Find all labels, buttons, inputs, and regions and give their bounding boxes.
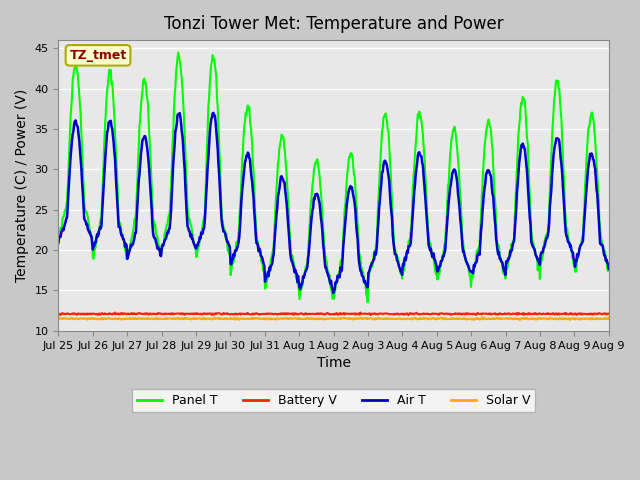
Panel T xyxy=(248,141,256,146)
Battery V xyxy=(111,310,119,315)
Panel T xyxy=(269,248,276,253)
Solar V xyxy=(268,316,276,322)
Solar V xyxy=(248,316,255,322)
Battery V xyxy=(120,311,127,316)
Battery V xyxy=(422,311,430,317)
Panel T xyxy=(54,238,62,244)
Air T xyxy=(221,229,228,235)
Air T xyxy=(269,254,276,260)
Battery V xyxy=(248,311,256,317)
Solar V xyxy=(605,315,612,321)
Solar V xyxy=(421,315,429,321)
Panel T xyxy=(119,235,127,241)
Solar V xyxy=(54,315,62,321)
Panel T xyxy=(605,267,612,273)
Battery V xyxy=(54,311,62,316)
Line: Panel T: Panel T xyxy=(58,52,609,302)
Panel T xyxy=(392,249,399,254)
Battery V xyxy=(605,311,612,317)
Solar V xyxy=(119,316,127,322)
Line: Battery V: Battery V xyxy=(58,312,609,315)
Panel T xyxy=(221,229,228,235)
Line: Air T: Air T xyxy=(58,113,609,293)
Battery V xyxy=(391,311,399,317)
Air T xyxy=(422,213,430,218)
Legend: Panel T, Battery V, Air T, Solar V: Panel T, Battery V, Air T, Solar V xyxy=(132,389,535,412)
Line: Solar V: Solar V xyxy=(58,317,609,320)
Air T xyxy=(119,236,127,242)
Air T xyxy=(248,179,256,185)
Battery V xyxy=(221,311,228,317)
Title: Tonzi Tower Met: Temperature and Power: Tonzi Tower Met: Temperature and Power xyxy=(164,15,504,33)
Text: TZ_tmet: TZ_tmet xyxy=(69,49,127,62)
X-axis label: Time: Time xyxy=(317,356,351,370)
Solar V xyxy=(479,314,486,320)
Panel T xyxy=(422,197,430,203)
Battery V xyxy=(404,312,412,318)
Panel T xyxy=(174,49,182,55)
Air T xyxy=(209,110,217,116)
Panel T xyxy=(364,299,371,305)
Air T xyxy=(54,240,62,246)
Air T xyxy=(330,290,337,296)
Solar V xyxy=(516,317,524,323)
Battery V xyxy=(269,311,276,317)
Air T xyxy=(392,252,399,257)
Solar V xyxy=(220,316,228,322)
Y-axis label: Temperature (C) / Power (V): Temperature (C) / Power (V) xyxy=(15,89,29,282)
Air T xyxy=(605,266,612,272)
Solar V xyxy=(390,316,398,322)
